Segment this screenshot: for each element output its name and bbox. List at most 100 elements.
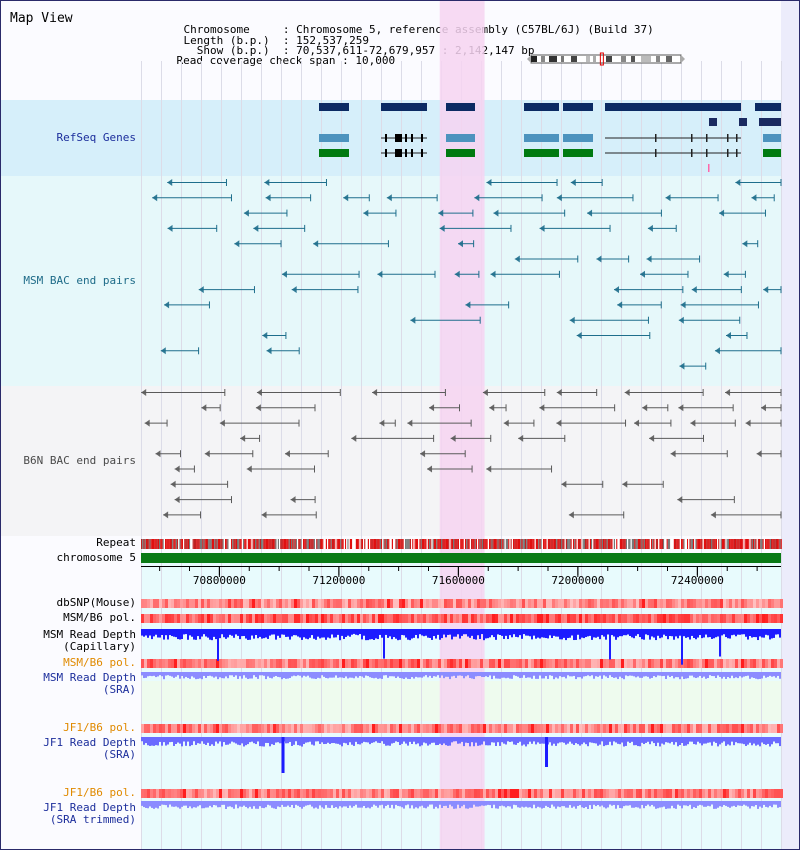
msm-depth-cap-bar [191,629,193,637]
jf1-depth-trim-bar [421,801,423,806]
msm-depth-sra-bar [579,672,581,678]
jf1-pol-trim-heat [516,789,519,798]
msm-depth-cap-bar [437,629,439,635]
repeat-element [558,539,560,549]
ideogram-band [549,56,557,62]
jf1-depth-trim-bar [255,801,257,809]
msm-pol-sra-heat [693,659,696,668]
msm-depth-cap-bar [709,629,711,638]
jf1-pol-trim-heat [330,789,333,798]
jf1-depth-sra-bar [591,737,593,743]
jf1-depth-sra-bar [657,737,659,743]
msm-pol-sra-heat [330,659,333,668]
msm-depth-cap-bar [579,629,581,640]
msm-pol-heat [672,614,675,623]
msm-depth-cap-bar [361,629,363,640]
repeat-element [763,539,765,549]
msm-depth-cap-bar [287,629,289,637]
jf1-depth-sra-bar [677,737,679,747]
repeat-element [667,539,669,549]
jf1-pol-trim-heat [159,789,162,798]
repeat-element [382,539,384,549]
jf1-depth-trim-bar [555,801,557,809]
jf1-pol-trim-heat [525,789,528,798]
msm-depth-cap-bar [241,629,243,637]
repeat-element [145,539,147,549]
msm-depth-cap-bar [657,629,659,636]
msm-depth-cap-bar [705,629,707,635]
msm-pol-heat [642,614,645,623]
info-label: Chromosome [183,23,283,36]
msm-depth-cap-bar [713,629,715,639]
jf1-depth-trim-bar [517,801,519,808]
jf1-depth-trim-bar [479,801,481,807]
msm-depth-sra-bar [241,672,243,679]
label-b6n-bac[interactable]: B6N BAC end pairs [23,454,136,467]
msm-depth-sra-bar [441,672,443,676]
msm-pol-sra-heat [165,659,168,668]
repeat-element [391,539,393,549]
jf1-depth-sra-bar [185,737,187,746]
dbsnp-heat [378,599,381,608]
msm-depth-cap-bar [389,629,391,637]
repeat-element [700,539,702,549]
b6n-bac-pair-end [745,419,751,427]
jf1-depth-sra-bar [177,737,179,743]
jf1-depth-sra-bar [753,737,755,744]
jf1-depth-sra-bar [769,737,771,747]
repeat-element [201,539,203,549]
dbsnp-heat [387,599,390,608]
jf1-depth-sra-bar [695,737,697,745]
msm-depth-cap-bar [189,629,191,636]
repeat-element [618,539,620,549]
msm-pol-heat [297,614,300,623]
msm-pol-sra-heat [237,659,240,668]
dbsnp-heat [192,599,195,608]
repeat-element [646,539,648,549]
msm-depth-cap-bar [297,629,299,637]
jf1-depth-trim-bar [757,801,759,809]
msm-pol-sra-heat [219,659,222,668]
jf1-depth-sra-bar [435,737,437,746]
jf1-depth-sra-bar [317,737,319,742]
dbsnp-heat [252,599,255,608]
msm-pol-heat [159,614,162,623]
repeat-element [609,539,611,549]
msm-depth-sra-bar [353,672,355,679]
dbsnp-heat [696,599,699,608]
repeat-element [699,539,701,549]
repeat-element [238,539,240,549]
msm-depth-cap-bar [567,629,569,639]
jf1-depth-sra-bar [549,737,551,743]
label-refseq-genes[interactable]: RefSeq Genes [56,131,136,144]
msm-pol-heat [594,614,597,623]
msm-depth-sra-bar [161,672,163,677]
msm-pol-heat [405,614,408,623]
msm-depth-cap-bar [715,629,717,638]
gene-exon [706,149,708,157]
jf1-depth-sra-bar [691,737,693,742]
jf1-depth-trim-bar [753,801,755,807]
dbsnp-heat [405,599,408,608]
repeat-element [415,539,417,549]
jf1-pol-trim-heat [453,789,456,798]
jf1-depth-sra-bar [513,737,515,745]
msm-pol-sra-heat [303,659,306,668]
b6n-bac-pair-end [351,434,357,442]
jf1-pol-heat [354,724,357,733]
jf1-depth-sra-bar [191,737,193,746]
jf1-pol-heat [417,724,420,733]
dbsnp-heat [441,599,444,608]
repeat-element [156,539,158,549]
repeat-element [171,539,173,549]
dbsnp-heat [198,599,201,608]
repeat-element [371,539,373,549]
msm-depth-sra-bar [589,672,591,677]
jf1-depth-sra-bar [225,737,227,745]
repeat-element [407,539,409,549]
msm-pol-sra-heat [210,659,213,668]
dbsnp-heat [147,599,150,608]
label-msm-bac[interactable]: MSM BAC end pairs [23,274,136,287]
